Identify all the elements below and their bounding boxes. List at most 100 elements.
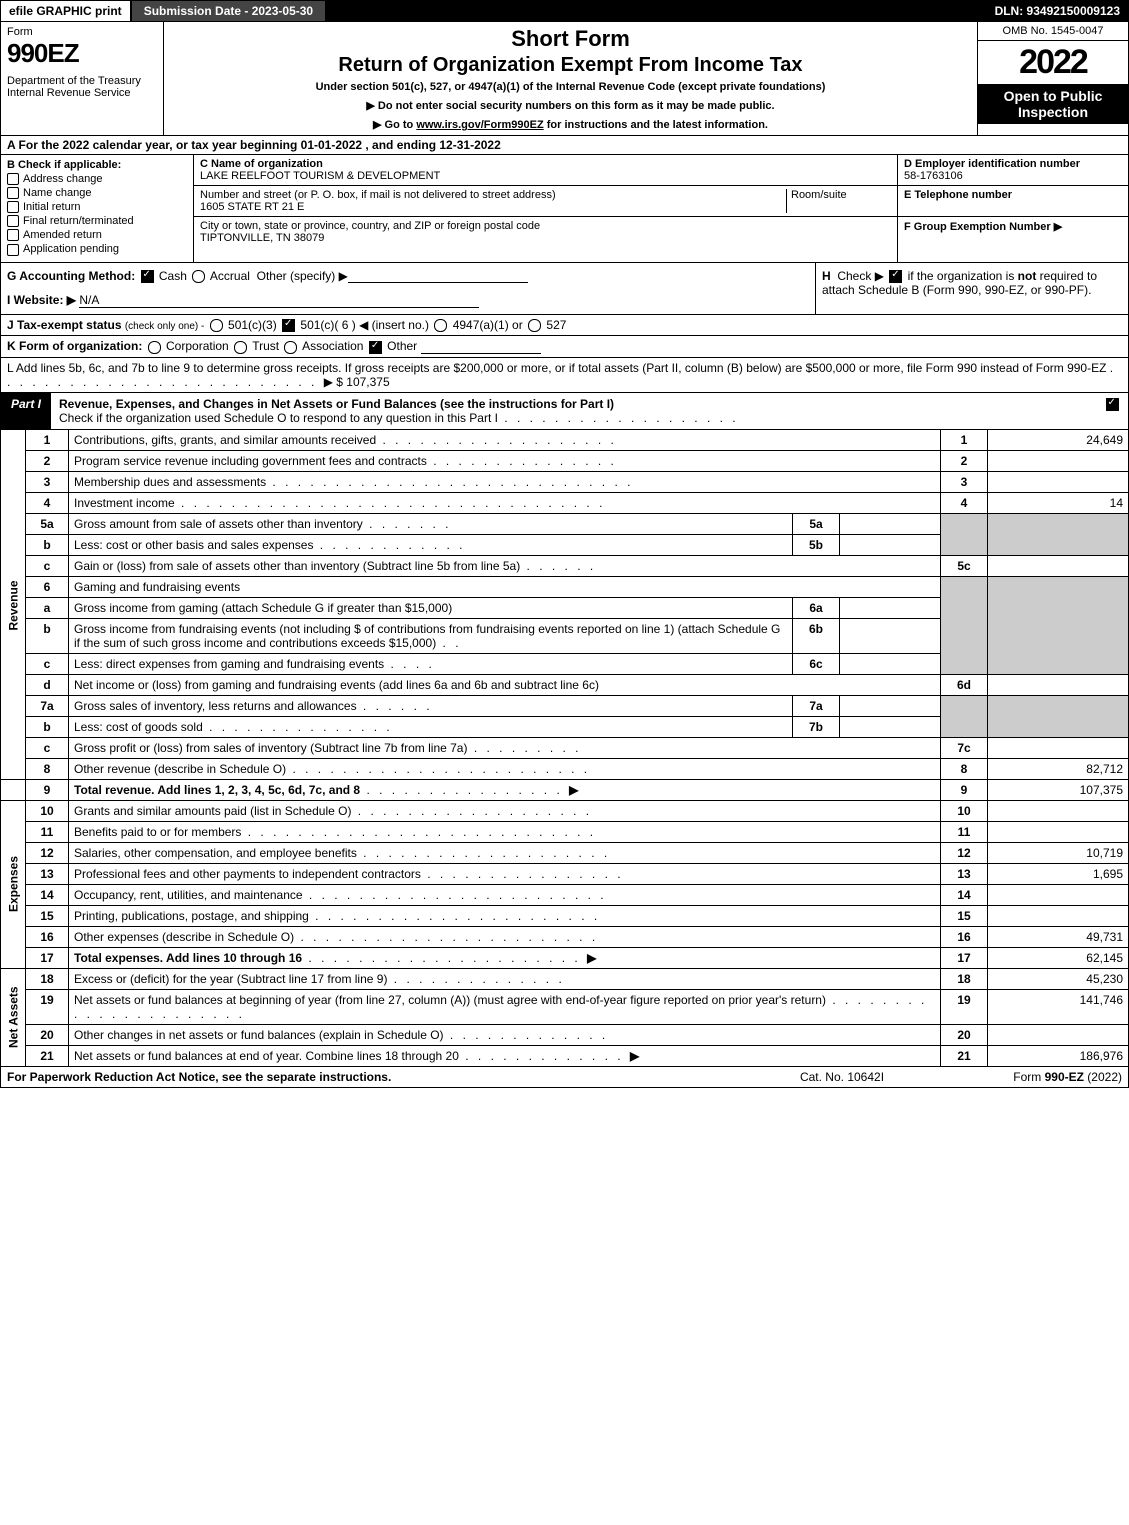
open-public: Open to Public Inspection <box>978 84 1128 124</box>
instr-1: ▶ Do not enter social security numbers o… <box>170 99 971 112</box>
form-number: 990EZ <box>7 38 157 69</box>
chk-final[interactable]: Final return/terminated <box>7 215 187 227</box>
city-value: TIPTONVILLE, TN 38079 <box>200 232 324 244</box>
part1-check[interactable] <box>1096 393 1128 429</box>
line-7c: c Gross profit or (loss) from sales of i… <box>1 737 1129 758</box>
topbar-spacer <box>327 1 986 21</box>
irs-link[interactable]: www.irs.gov/Form990EZ <box>416 119 543 131</box>
efile-label[interactable]: efile GRAPHIC print <box>1 1 132 21</box>
part1-label: Part I <box>1 393 51 429</box>
header-right: OMB No. 1545-0047 2022 Open to Public In… <box>978 22 1128 135</box>
l-amount: ▶ $ 107,375 <box>324 375 390 389</box>
other-blank[interactable] <box>348 282 528 283</box>
k-other[interactable] <box>369 341 382 354</box>
section-gh: G Accounting Method: Cash Accrual Other … <box>0 263 1129 315</box>
instr-2: ▶ Go to www.irs.gov/Form990EZ for instru… <box>170 118 971 131</box>
chk-name[interactable]: Name change <box>7 187 187 199</box>
tax-year: 2022 <box>978 41 1128 84</box>
street-value: 1605 STATE RT 21 E <box>200 201 304 213</box>
group-row: F Group Exemption Number ▶ <box>898 217 1128 236</box>
chk-initial[interactable]: Initial return <box>7 201 187 213</box>
line-5c: c Gain or (loss) from sale of assets oth… <box>1 555 1129 576</box>
line-17: 17 Total expenses. Add lines 10 through … <box>1 947 1129 968</box>
b-title: B Check if applicable: <box>7 159 187 171</box>
line-4: 4 Investment income . . . . . . . . . . … <box>1 492 1129 513</box>
k-trust[interactable] <box>234 341 247 354</box>
line-16: 16 Other expenses (describe in Schedule … <box>1 926 1129 947</box>
ein-row: D Employer identification number 58-1763… <box>898 155 1128 186</box>
section-def: D Employer identification number 58-1763… <box>897 155 1128 262</box>
revenue-vlabel: Revenue <box>1 430 26 780</box>
c-city-row: City or town, state or province, country… <box>194 217 897 247</box>
chk-pending[interactable]: Application pending <box>7 243 187 255</box>
line-18: Net Assets 18 Excess or (deficit) for th… <box>1 968 1129 989</box>
line-5a: 5a Gross amount from sale of assets othe… <box>1 513 1129 534</box>
ein-label: D Employer identification number <box>904 158 1122 170</box>
return-title: Return of Organization Exempt From Incom… <box>170 54 971 77</box>
j-501c[interactable] <box>282 319 295 332</box>
form-word: Form <box>7 26 157 38</box>
city-label: City or town, state or province, country… <box>200 220 540 232</box>
line-3: 3 Membership dues and assessments . . . … <box>1 471 1129 492</box>
header-left: Form 990EZ Department of the Treasury In… <box>1 22 164 135</box>
k-corp[interactable] <box>148 341 161 354</box>
part1-title: Revenue, Expenses, and Changes in Net As… <box>51 393 1096 429</box>
line-7a: 7a Gross sales of inventory, less return… <box>1 695 1129 716</box>
section-b: B Check if applicable: Address change Na… <box>1 155 194 262</box>
k-assoc[interactable] <box>284 341 297 354</box>
j-501c3[interactable] <box>210 319 223 332</box>
h-checkbox[interactable] <box>889 270 902 283</box>
section-g: G Accounting Method: Cash Accrual Other … <box>1 263 815 314</box>
line-13: 13 Professional fees and other payments … <box>1 863 1129 884</box>
tel-row: E Telephone number <box>898 186 1128 217</box>
room-label: Room/suite <box>791 189 847 201</box>
c-name-row: C Name of organization LAKE REELFOOT TOU… <box>194 155 897 186</box>
street-label: Number and street (or P. O. box, if mail… <box>200 189 556 201</box>
line-2: 2 Program service revenue including gove… <box>1 450 1129 471</box>
k-other-blank[interactable] <box>421 353 541 354</box>
line-6d: d Net income or (loss) from gaming and f… <box>1 674 1129 695</box>
section-a: A For the 2022 calendar year, or tax yea… <box>0 136 1129 155</box>
line-6: 6 Gaming and fundraising events <box>1 576 1129 597</box>
section-bcd: B Check if applicable: Address change Na… <box>0 155 1129 263</box>
header-middle: Short Form Return of Organization Exempt… <box>164 22 978 135</box>
omb-number: OMB No. 1545-0047 <box>978 22 1128 41</box>
line-10: Expenses 10 Grants and similar amounts p… <box>1 800 1129 821</box>
line-14: 14 Occupancy, rent, utilities, and maint… <box>1 884 1129 905</box>
dln-label: DLN: 93492150009123 <box>987 1 1128 21</box>
short-form-title: Short Form <box>170 26 971 52</box>
j-527[interactable] <box>528 319 541 332</box>
line-9: 9 Total revenue. Add lines 1, 2, 3, 4, 5… <box>1 779 1129 800</box>
section-k: K Form of organization: Corporation Trus… <box>0 336 1129 357</box>
j-4947[interactable] <box>434 319 447 332</box>
tel-label: E Telephone number <box>904 189 1122 201</box>
part1-table: Revenue 1 Contributions, gifts, grants, … <box>0 430 1129 1067</box>
c-street-row: Number and street (or P. O. box, if mail… <box>194 186 897 217</box>
footer-right: Form 990-EZ (2022) <box>942 1070 1122 1084</box>
line-21: 21 Net assets or fund balances at end of… <box>1 1045 1129 1066</box>
ein-value: 58-1763106 <box>904 170 1122 182</box>
line-19: 19 Net assets or fund balances at beginn… <box>1 989 1129 1024</box>
section-l: L Add lines 5b, 6c, and 7b to line 9 to … <box>0 358 1129 393</box>
website-value: N/A <box>79 293 479 308</box>
cash-checkbox[interactable] <box>141 270 154 283</box>
dept-label: Department of the Treasury Internal Reve… <box>7 75 157 99</box>
org-name: LAKE REELFOOT TOURISM & DEVELOPMENT <box>200 170 440 182</box>
line-12: 12 Salaries, other compensation, and emp… <box>1 842 1129 863</box>
form-header: Form 990EZ Department of the Treasury In… <box>0 22 1129 136</box>
footer-left: For Paperwork Reduction Act Notice, see … <box>7 1070 742 1084</box>
expenses-vlabel: Expenses <box>1 800 26 968</box>
line-8: 8 Other revenue (describe in Schedule O)… <box>1 758 1129 779</box>
section-c: C Name of organization LAKE REELFOOT TOU… <box>194 155 897 262</box>
chk-amended[interactable]: Amended return <box>7 229 187 241</box>
netassets-vlabel: Net Assets <box>1 968 26 1066</box>
chk-address[interactable]: Address change <box>7 173 187 185</box>
line-20: 20 Other changes in net assets or fund b… <box>1 1024 1129 1045</box>
line-15: 15 Printing, publications, postage, and … <box>1 905 1129 926</box>
accrual-checkbox[interactable] <box>192 270 205 283</box>
c-name-label: C Name of organization <box>200 158 323 170</box>
group-label: F Group Exemption Number ▶ <box>904 220 1122 233</box>
top-bar: efile GRAPHIC print Submission Date - 20… <box>0 0 1129 22</box>
part1-header: Part I Revenue, Expenses, and Changes in… <box>0 393 1129 430</box>
under-section: Under section 501(c), 527, or 4947(a)(1)… <box>170 81 971 93</box>
